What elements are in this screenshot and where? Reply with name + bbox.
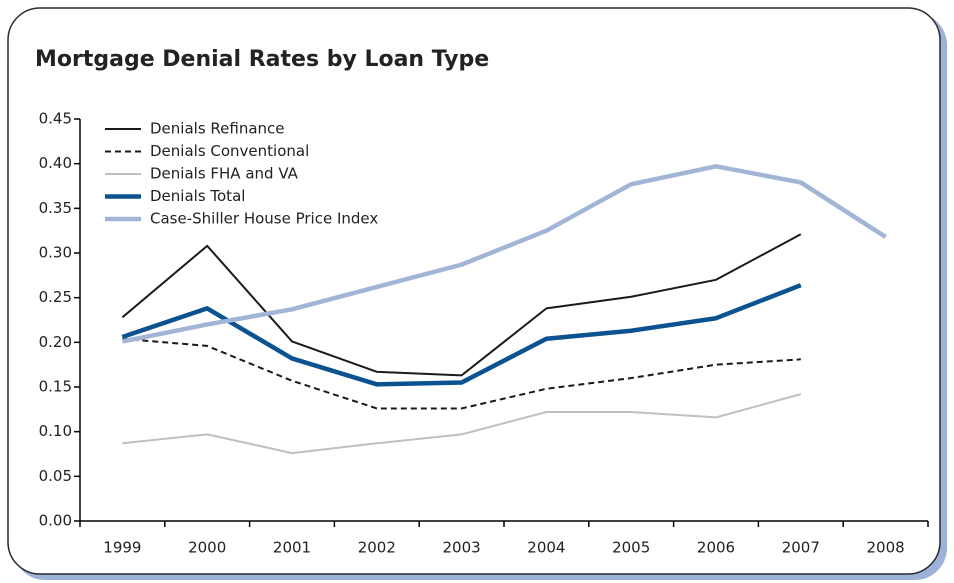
y-tick-label: 0.10 — [39, 422, 72, 440]
x-tick-label: 2008 — [867, 539, 905, 557]
series-line — [121, 233, 802, 377]
y-tick-label: 0.40 — [39, 154, 72, 172]
y-tick-label: 0.30 — [39, 244, 72, 262]
y-tick-label: 0.05 — [39, 467, 72, 485]
x-tick-label: 2005 — [612, 539, 650, 557]
y-tick-label: 0.20 — [39, 333, 72, 351]
y-tick-label: 0.35 — [39, 199, 72, 217]
x-tick-label: 2003 — [443, 539, 481, 557]
x-tick-label: 2002 — [358, 539, 396, 557]
y-tick-label: 0.15 — [39, 378, 72, 396]
legend-label: Denials Conventional — [150, 142, 309, 160]
x-tick-label: 2006 — [697, 539, 735, 557]
panel — [7, 7, 941, 575]
y-tick-label: 0.25 — [39, 288, 72, 306]
y-tick-label: 0.00 — [39, 512, 72, 530]
x-tick-label: 2000 — [188, 539, 226, 557]
legend-label: Denials Refinance — [150, 120, 285, 138]
legend-label: Case-Shiller House Price Index — [150, 210, 378, 228]
series-line — [122, 337, 801, 410]
series-line — [121, 283, 802, 387]
chart-title: Mortgage Denial Rates by Loan Type — [35, 47, 489, 72]
x-tick-label: 2001 — [273, 539, 311, 557]
legend-label: Denials Total — [150, 187, 245, 205]
series-line — [122, 393, 802, 455]
x-tick-label: 2004 — [527, 539, 565, 557]
x-tick-label: 2007 — [782, 539, 820, 557]
y-tick-label: 0.45 — [39, 110, 72, 128]
x-tick-label: 1999 — [103, 539, 141, 557]
legend-label: Denials FHA and VA — [150, 165, 299, 183]
series-line — [121, 164, 887, 344]
